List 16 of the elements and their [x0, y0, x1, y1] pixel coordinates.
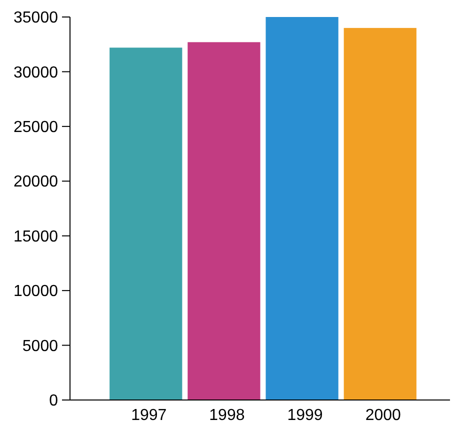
y-tick-label: 35000 — [14, 10, 58, 27]
x-tick-label: 1998 — [209, 407, 245, 424]
y-tick-label: 15000 — [14, 228, 58, 246]
x-tick-label: 1997 — [131, 407, 167, 424]
y-tick-label: 0 — [49, 392, 58, 410]
bar — [188, 42, 260, 400]
bar — [110, 48, 182, 400]
y-tick-label: 5000 — [22, 338, 58, 355]
x-tick-label: 2000 — [365, 407, 402, 424]
x-tick-label: 1999 — [287, 407, 323, 424]
y-tick-label: 10000 — [14, 283, 58, 300]
y-tick-label: 20000 — [14, 174, 58, 191]
bar — [266, 17, 338, 400]
y-tick-label: 25000 — [14, 119, 58, 136]
bar — [344, 28, 416, 400]
y-tick-label: 30000 — [14, 64, 58, 82]
